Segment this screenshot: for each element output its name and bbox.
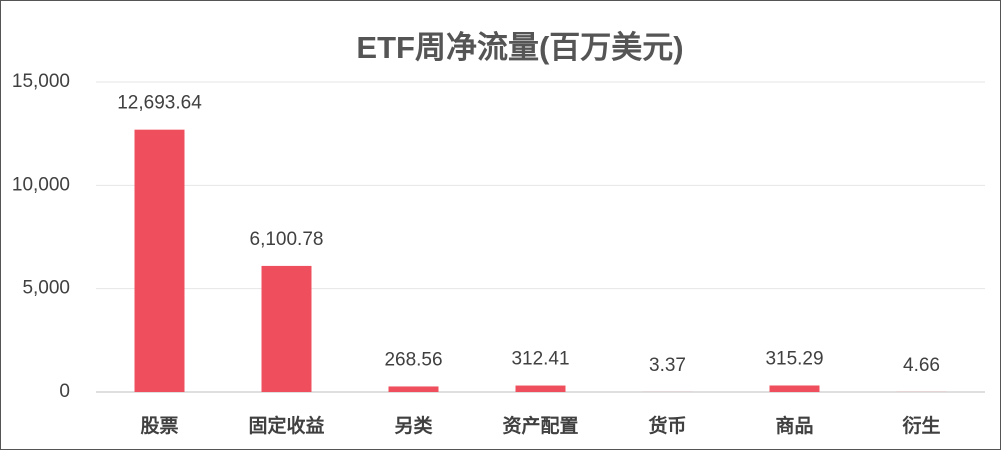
value-label: 6,100.78 bbox=[250, 229, 324, 250]
value-label: 12,693.64 bbox=[117, 93, 202, 114]
value-label: 312.41 bbox=[511, 349, 569, 370]
y-tick-label: 15,000 bbox=[12, 71, 70, 92]
x-tick-label: 商品 bbox=[775, 414, 813, 437]
value-label: 315.29 bbox=[765, 348, 823, 369]
value-label: 4.66 bbox=[903, 355, 940, 376]
x-tick-label: 另类 bbox=[394, 414, 432, 437]
bar bbox=[388, 386, 439, 392]
x-tick-label: 固定收益 bbox=[248, 414, 324, 437]
bar bbox=[134, 129, 185, 392]
bar bbox=[769, 385, 820, 392]
value-label: 268.56 bbox=[384, 349, 442, 370]
value-label: 3.37 bbox=[649, 355, 686, 376]
y-tick-label: 0 bbox=[59, 381, 70, 402]
x-tick-label: 资产配置 bbox=[502, 414, 578, 437]
bar bbox=[515, 385, 566, 392]
x-tick-label: 股票 bbox=[140, 415, 178, 437]
y-tick-label: 10,000 bbox=[12, 174, 70, 195]
y-tick-label: 5,000 bbox=[22, 278, 70, 299]
bar bbox=[261, 265, 312, 392]
chart-title: ETF周净流量(百万美元) bbox=[356, 30, 683, 65]
x-tick-label: 货币 bbox=[648, 414, 686, 437]
x-tick-label: 衍生 bbox=[901, 414, 940, 437]
